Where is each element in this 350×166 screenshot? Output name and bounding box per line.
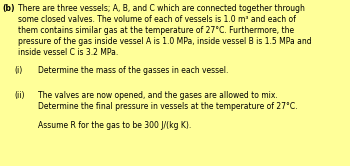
Text: Assume R for the gas to be 300 J/(kg K).: Assume R for the gas to be 300 J/(kg K). [38, 121, 191, 130]
Text: some closed valves. The volume of each of vessels is 1.0 m³ and each of: some closed valves. The volume of each o… [18, 15, 296, 24]
Text: Determine the final pressure in vessels at the temperature of 27°C.: Determine the final pressure in vessels … [38, 102, 298, 111]
Text: There are three vessels; A, B, and C which are connected together through: There are three vessels; A, B, and C whi… [18, 4, 305, 13]
Text: (i): (i) [14, 66, 22, 75]
Text: inside vessel C is 3.2 MPa.: inside vessel C is 3.2 MPa. [18, 48, 118, 57]
Text: (ii): (ii) [14, 91, 24, 100]
Text: The valves are now opened, and the gases are allowed to mix.: The valves are now opened, and the gases… [38, 91, 278, 100]
Text: pressure of the gas inside vessel A is 1.0 MPa, inside vessel B is 1.5 MPa and: pressure of the gas inside vessel A is 1… [18, 37, 312, 46]
Text: Determine the mass of the gasses in each vessel.: Determine the mass of the gasses in each… [38, 66, 228, 75]
Text: them contains similar gas at the temperature of 27°C. Furthermore, the: them contains similar gas at the tempera… [18, 26, 294, 35]
Text: (b): (b) [2, 4, 14, 13]
